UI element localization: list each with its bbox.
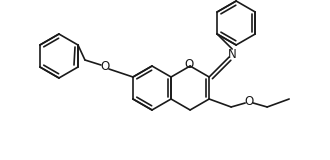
Text: O: O (245, 95, 254, 108)
Text: O: O (184, 59, 194, 72)
Text: O: O (100, 60, 110, 73)
Text: N: N (228, 48, 237, 60)
